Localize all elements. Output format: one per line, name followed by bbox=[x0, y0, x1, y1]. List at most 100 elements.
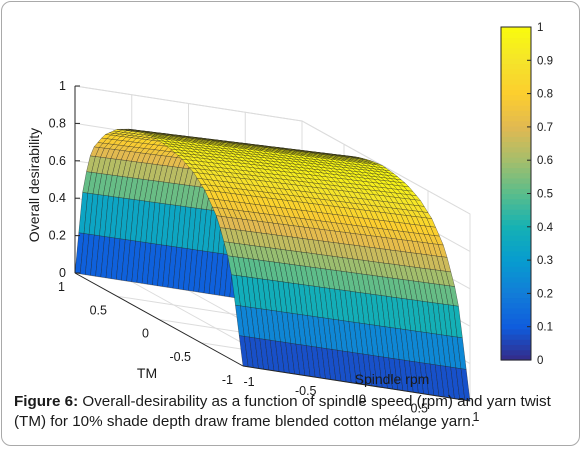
colorbar-segment bbox=[501, 209, 531, 215]
y-axis-label: TM bbox=[137, 365, 157, 381]
colorbar-segment bbox=[501, 313, 531, 319]
spindle-tick-label: 1 bbox=[473, 410, 480, 424]
colorbar-segment bbox=[501, 349, 531, 356]
colorbar-segment bbox=[501, 224, 531, 231]
colorbar-segment bbox=[501, 84, 531, 91]
colorbar-segment bbox=[501, 68, 531, 75]
colorbar-segment bbox=[501, 287, 531, 293]
colorbar-segment bbox=[501, 172, 531, 179]
z-tick-label: 0.6 bbox=[49, 154, 66, 168]
z-tick-label: 1 bbox=[59, 79, 66, 93]
colorbar-segment bbox=[501, 214, 531, 221]
colorbar-tick-label: 0.9 bbox=[537, 55, 553, 67]
spindle-tick-label: -1 bbox=[243, 375, 254, 389]
colorbar-segment bbox=[501, 151, 531, 158]
colorbar-segment bbox=[501, 53, 531, 59]
colorbar-segment bbox=[501, 235, 531, 241]
colorbar-tick-label: 0 bbox=[537, 355, 543, 367]
colorbar-segment bbox=[501, 276, 531, 283]
colorbar-segment bbox=[501, 271, 531, 278]
axes-front bbox=[74, 85, 471, 402]
colorbar-segment bbox=[501, 42, 531, 49]
z-tick-label: 0.2 bbox=[49, 229, 66, 243]
tm-tick-label: 0 bbox=[142, 327, 149, 341]
colorbar-segment bbox=[501, 266, 531, 273]
colorbar-segment bbox=[501, 146, 531, 153]
colorbar-segment bbox=[501, 318, 531, 325]
colorbar-segment bbox=[501, 183, 531, 189]
colorbar-segment bbox=[501, 344, 531, 351]
desirability-surface bbox=[74, 128, 471, 402]
colorbar-segment bbox=[501, 229, 531, 236]
colorbar-segment bbox=[501, 136, 531, 143]
colorbar-segment bbox=[501, 245, 531, 252]
colorbar-segment bbox=[501, 323, 531, 330]
colorbar-tick-label: 0.2 bbox=[537, 288, 553, 300]
colorbar-segment bbox=[501, 27, 531, 33]
colorbar-segment bbox=[501, 302, 531, 309]
z-axis-label: Overall desirability bbox=[26, 128, 42, 242]
tm-tick-label: 0.5 bbox=[90, 303, 107, 317]
caption-label: Figure 6: bbox=[14, 393, 79, 410]
colorbar-segment bbox=[501, 79, 531, 85]
colorbar-tick-label: 0.3 bbox=[537, 255, 553, 267]
colorbar-segment bbox=[501, 240, 531, 247]
colorbar-segment bbox=[501, 297, 531, 304]
colorbar-tick-label: 0.7 bbox=[537, 122, 553, 134]
tm-tick-label: -0.5 bbox=[169, 350, 191, 364]
colorbar-segment bbox=[501, 110, 531, 117]
colorbar-segment bbox=[501, 193, 531, 200]
tm-axis-line bbox=[74, 272, 244, 367]
colorbar-segment bbox=[501, 339, 531, 345]
colorbar-segment bbox=[501, 125, 531, 132]
colorbar-segment bbox=[501, 281, 531, 288]
spindle-tick-label: -0.5 bbox=[295, 384, 317, 398]
tick-labels: 0 0.2 0.4 0.6 0.8 1 -1 -0.5 0 0.5 1 -1 -0.5 0 0.5 1 bbox=[49, 79, 480, 424]
z-tick-label: 0.8 bbox=[49, 116, 66, 130]
colorbar-segment bbox=[501, 58, 531, 65]
colorbar-segment bbox=[501, 188, 531, 195]
colorbar-tick-label: 0.1 bbox=[537, 322, 553, 334]
colorbar-segment bbox=[501, 47, 531, 54]
colorbar-segment bbox=[501, 99, 531, 106]
tm-tick-label: 1 bbox=[58, 280, 65, 294]
colorbar-segment bbox=[501, 37, 531, 44]
colorbar-segment bbox=[501, 120, 531, 127]
colorbar-segment bbox=[501, 162, 531, 169]
colorbar-segment bbox=[501, 292, 531, 299]
colorbar-segment bbox=[501, 250, 531, 257]
spindle-tick-label: 0.5 bbox=[411, 401, 428, 415]
colorbar-segment bbox=[501, 73, 531, 80]
colorbar-segment bbox=[501, 89, 531, 96]
colorbar-segment bbox=[501, 333, 531, 340]
colorbar-tick-label: 1 bbox=[537, 22, 543, 34]
colorbar-segment bbox=[501, 141, 531, 148]
colorbar-segment bbox=[501, 105, 531, 111]
colorbar: 0 0.1 0.2 0.3 0.4 0.5 0.6 0.7 0.8 0.9 1 bbox=[500, 22, 554, 367]
colorbar-segment bbox=[501, 203, 531, 210]
colorbar-tick-label: 0.6 bbox=[537, 155, 553, 167]
spindle-axis-line bbox=[242, 365, 471, 402]
colorbar-segment bbox=[501, 167, 531, 174]
colorbar-segment bbox=[501, 63, 531, 70]
x-axis-label: Spindle rpm bbox=[355, 371, 430, 387]
colorbar-segment bbox=[501, 354, 531, 361]
colorbar-segment bbox=[501, 198, 531, 205]
caption-text: Overall-desirability as a function of sp… bbox=[14, 393, 551, 430]
z-tick-label: 0 bbox=[59, 266, 66, 280]
colorbar-segment bbox=[501, 177, 531, 184]
colorbar-segment bbox=[501, 32, 531, 39]
colorbar-tick-label: 0.4 bbox=[537, 222, 554, 234]
colorbar-segment bbox=[501, 131, 531, 137]
colorbar-segment bbox=[501, 94, 531, 101]
colorbar-segment bbox=[501, 219, 531, 226]
figure-caption: Figure 6: Overall-desirability as a func… bbox=[14, 392, 570, 432]
colorbar-tick-label: 0.8 bbox=[537, 89, 553, 101]
z-tick-label: 0.4 bbox=[49, 191, 66, 205]
colorbar-segment bbox=[501, 261, 531, 267]
spindle-tick-label: 0 bbox=[359, 393, 366, 407]
colorbar-segment bbox=[501, 328, 531, 335]
tm-tick-label: -1 bbox=[222, 373, 233, 387]
colorbar-tick-label: 0.5 bbox=[537, 189, 553, 201]
